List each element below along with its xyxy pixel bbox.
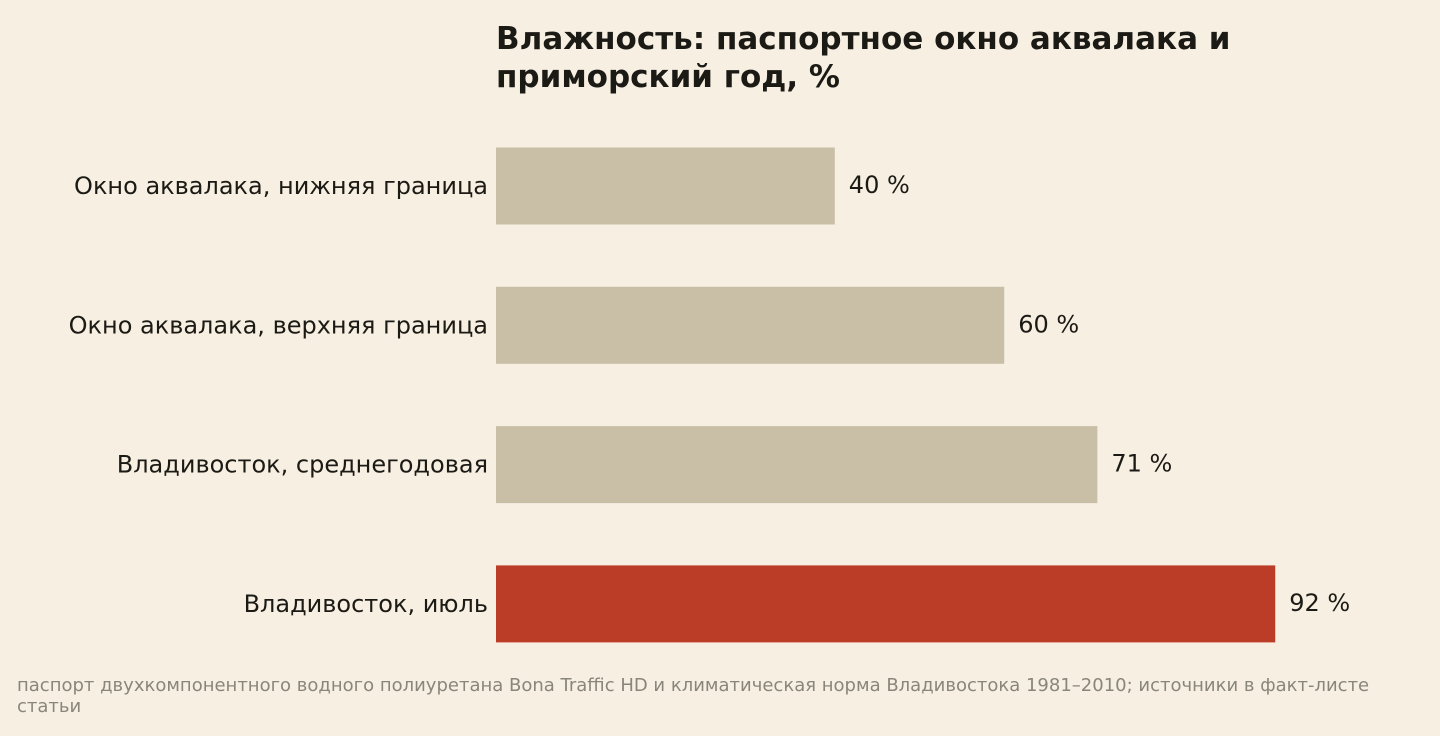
category-label: Окно аквалака, нижняя граница <box>74 172 488 200</box>
chart-title: Влажность: паспортное окно аквалака и пр… <box>496 21 1231 95</box>
bar-3 <box>496 426 1098 504</box>
bar-chart: Окно аквалака, нижняя граница 40 % Окно ак… <box>69 147 1350 643</box>
bar-1 <box>496 147 835 225</box>
value-label: 71 % <box>1111 450 1172 478</box>
value-label: 40 % <box>849 171 910 199</box>
category-label: Владивосток, июль <box>244 590 488 618</box>
bar-2 <box>496 286 1005 364</box>
category-label: Окно аквалака, верхняя граница <box>69 311 488 339</box>
source-note: паспорт двухкомпонентного водного полиур… <box>17 675 1370 717</box>
value-label: 60 % <box>1018 310 1079 338</box>
category-label: Владивосток, среднегодовая <box>117 451 488 479</box>
value-label: 92 % <box>1289 589 1350 617</box>
bar-4 <box>496 565 1276 643</box>
